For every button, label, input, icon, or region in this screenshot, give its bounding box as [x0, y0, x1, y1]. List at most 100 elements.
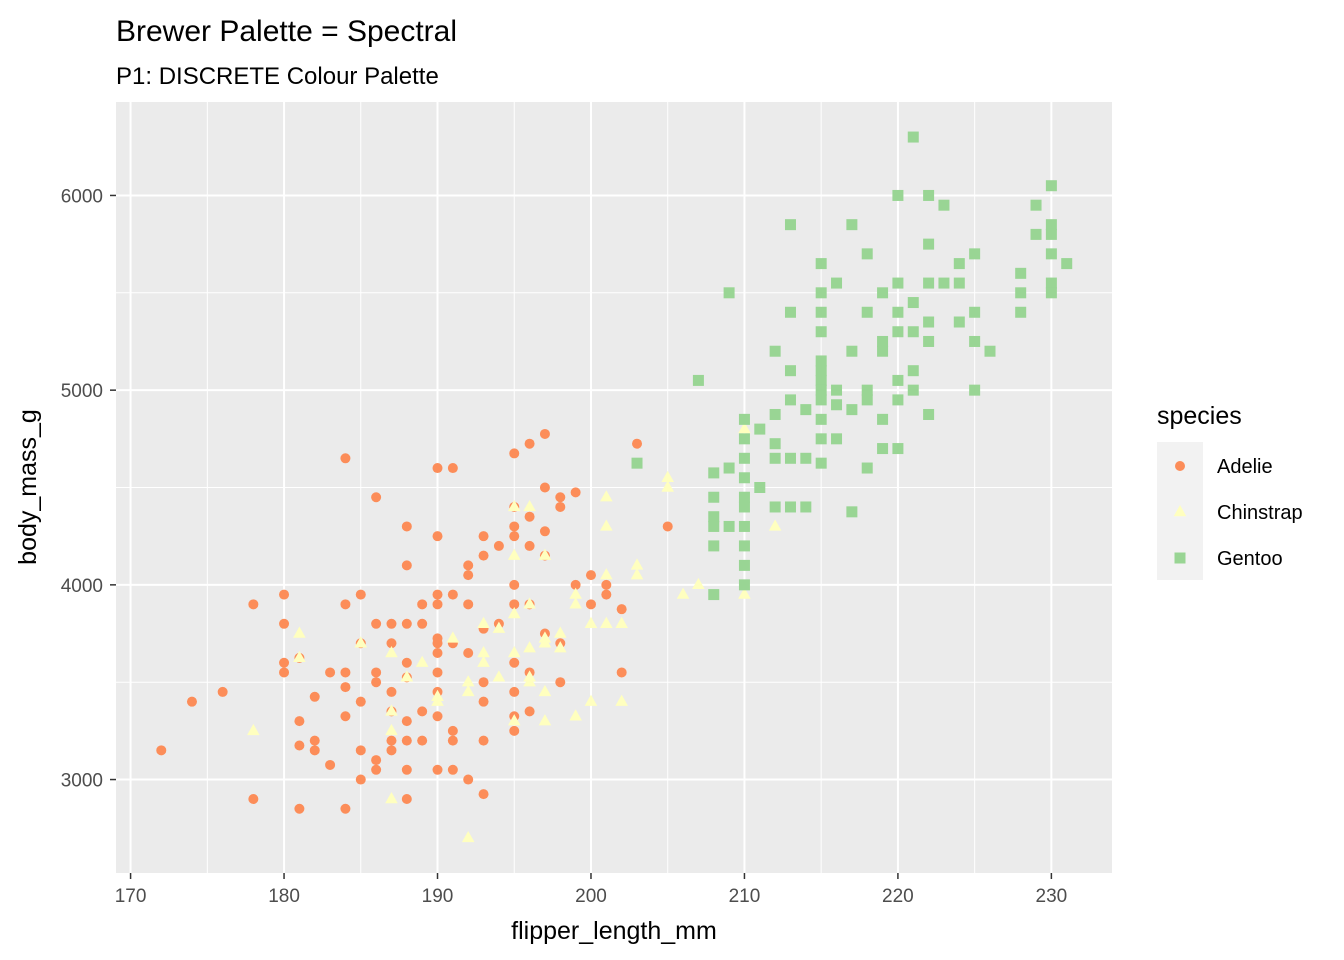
legend-items: Adelie Chinstrap Gentoo — [1173, 456, 1303, 570]
point-gentoo — [877, 287, 889, 299]
legend-key-gentoo — [1174, 552, 1186, 564]
point-gentoo — [708, 589, 720, 601]
point-adelie — [340, 711, 351, 722]
point-adelie — [539, 526, 550, 537]
point-adelie — [478, 735, 489, 746]
point-gentoo — [815, 355, 827, 367]
point-adelie — [432, 667, 443, 678]
point-gentoo — [861, 384, 873, 396]
point-gentoo — [923, 277, 935, 289]
point-gentoo — [907, 365, 919, 377]
point-adelie — [601, 579, 612, 590]
point-gentoo — [815, 413, 827, 425]
point-adelie — [325, 667, 336, 678]
point-gentoo — [877, 335, 889, 347]
point-adelie — [401, 716, 412, 727]
x-axis: 170 180 190 200 210 220 230 — [115, 873, 1067, 907]
point-gentoo — [846, 506, 858, 518]
point-chinstrap — [477, 655, 490, 667]
point-gentoo — [800, 452, 812, 464]
point-adelie — [340, 453, 351, 464]
point-adelie — [662, 521, 673, 532]
point-gentoo — [708, 540, 720, 552]
point-adelie — [371, 764, 382, 775]
point-chinstrap — [569, 587, 582, 599]
point-chinstrap — [293, 650, 306, 663]
point-adelie — [447, 735, 458, 746]
point-gentoo — [800, 501, 812, 513]
point-gentoo — [738, 491, 750, 503]
point-gentoo — [907, 384, 919, 396]
point-chinstrap — [676, 587, 690, 599]
point-chinstrap — [538, 548, 552, 560]
point-adelie — [417, 706, 428, 717]
point-chinstrap — [615, 694, 628, 706]
point-adelie — [585, 570, 596, 581]
point-adelie — [478, 677, 489, 688]
point-adelie — [509, 531, 520, 542]
point-chinstrap — [692, 577, 705, 590]
point-adelie — [355, 589, 366, 600]
point-adelie — [601, 589, 612, 600]
point-gentoo — [923, 408, 935, 420]
point-gentoo — [815, 365, 827, 377]
y-axis: 3000 4000 5000 6000 — [61, 186, 116, 792]
x-tick-label: 210 — [729, 886, 761, 907]
point-adelie — [463, 560, 474, 571]
point-gentoo — [769, 501, 781, 513]
point-gentoo — [815, 258, 827, 270]
point-gentoo — [907, 326, 919, 338]
point-gentoo — [784, 394, 796, 406]
point-gentoo — [892, 326, 904, 338]
point-gentoo — [831, 433, 843, 445]
point-chinstrap — [507, 645, 521, 658]
x-axis-title: flipper_length_mm — [511, 917, 717, 945]
x-tick-label: 200 — [575, 886, 607, 907]
point-chinstrap — [247, 723, 260, 736]
point-chinstrap — [385, 704, 398, 716]
point-gentoo — [769, 438, 781, 450]
point-gentoo — [784, 365, 796, 377]
point-adelie — [417, 735, 428, 746]
y-tick-label: 3000 — [61, 771, 103, 792]
point-gentoo — [723, 462, 735, 474]
point-chinstrap — [507, 607, 521, 619]
point-gentoo — [738, 540, 750, 552]
point-gentoo — [738, 472, 750, 484]
legend-label-chinstrap: Chinstrap — [1217, 502, 1303, 524]
point-gentoo — [738, 452, 750, 464]
point-gentoo — [692, 374, 704, 386]
point-adelie — [432, 531, 443, 542]
point-chinstrap — [523, 499, 536, 512]
point-adelie — [401, 560, 412, 571]
point-chinstrap — [492, 670, 506, 682]
point-gentoo — [892, 394, 904, 406]
point-adelie — [509, 657, 520, 668]
point-gentoo — [892, 374, 904, 386]
point-gentoo — [754, 482, 766, 493]
point-adelie — [325, 759, 336, 770]
point-gentoo — [892, 443, 904, 455]
point-adelie — [570, 579, 581, 590]
point-gentoo — [769, 408, 781, 420]
point-adelie — [386, 638, 397, 649]
point-gentoo — [784, 306, 796, 318]
point-adelie — [555, 677, 566, 688]
point-adelie — [555, 492, 566, 503]
point-chinstrap — [661, 480, 675, 492]
point-gentoo — [831, 399, 843, 411]
point-adelie — [401, 657, 412, 668]
point-gentoo — [815, 394, 827, 406]
point-adelie — [279, 618, 290, 629]
point-gentoo — [815, 384, 827, 396]
point-gentoo — [953, 277, 965, 289]
point-gentoo — [1030, 228, 1042, 240]
point-adelie — [156, 745, 167, 756]
point-adelie — [539, 482, 550, 493]
point-adelie — [340, 682, 351, 693]
point-gentoo — [953, 258, 965, 270]
point-chinstrap — [385, 792, 398, 804]
point-chinstrap — [538, 714, 552, 726]
point-gentoo — [831, 384, 843, 396]
legend-title: species — [1157, 402, 1242, 430]
